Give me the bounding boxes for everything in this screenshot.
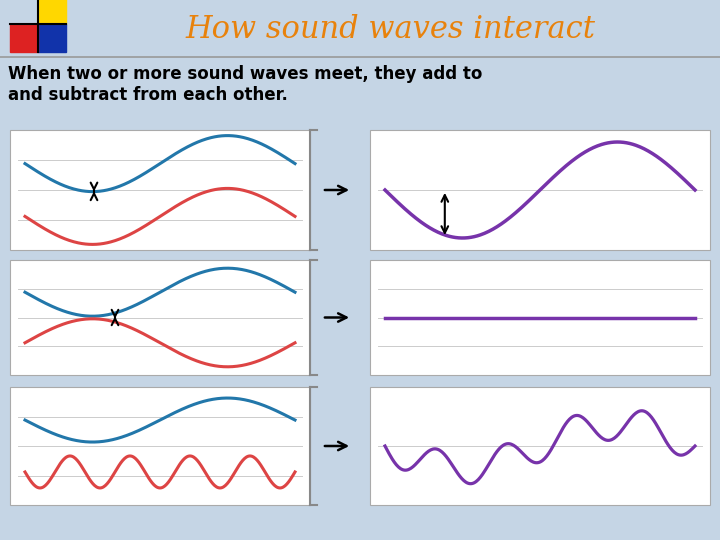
Bar: [10, 260, 310, 375]
Text: How sound waves interact: How sound waves interact: [185, 15, 595, 45]
Bar: [38, 24, 66, 52]
Bar: [38, 0, 66, 24]
Bar: [370, 387, 710, 505]
Bar: [10, 130, 310, 250]
Bar: [10, 387, 310, 505]
Text: When two or more sound waves meet, they add to
and subtract from each other.: When two or more sound waves meet, they …: [8, 65, 482, 104]
Bar: [370, 130, 710, 250]
Bar: [370, 260, 710, 375]
Bar: [10, 24, 38, 52]
